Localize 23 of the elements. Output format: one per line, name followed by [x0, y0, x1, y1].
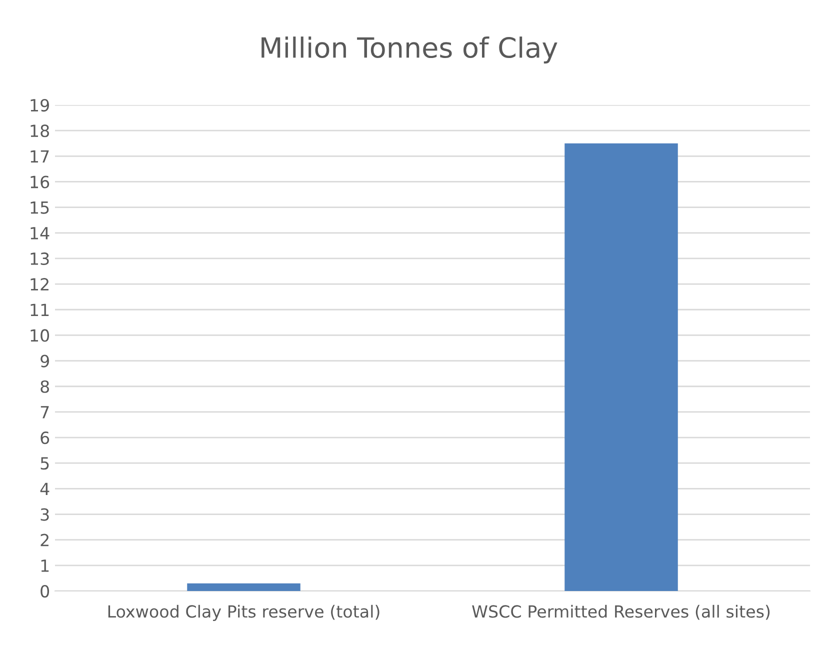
y-tick-label: 13 — [30, 252, 49, 266]
y-tick-label: 3 — [40, 508, 49, 521]
y-tick-label: 4 — [40, 482, 50, 496]
y-tick-label: 5 — [40, 457, 49, 470]
y-tick-label: 9 — [40, 354, 49, 368]
y-tick-label: 12 — [30, 278, 48, 290]
y-tick-label: 18 — [30, 124, 49, 138]
y-tick-label: 8 — [40, 380, 49, 393]
y-tick-label: 17 — [30, 150, 49, 162]
x-tick-label: WSCC Permitted Reserves (all sites) — [472, 604, 770, 620]
y-tick-label: 16 — [30, 176, 50, 188]
y-tick-label: 7 — [40, 406, 49, 418]
y-tick-label: 14 — [30, 227, 50, 240]
y-tick-label: 2 — [40, 534, 48, 546]
y-tick-label: 0 — [40, 584, 50, 598]
x-tick-label: Loxwood Clay Pits reserve (total) — [108, 604, 380, 622]
chart-title: Million Tonnes of Clay — [262, 36, 558, 64]
y-tick-label: 6 — [40, 431, 50, 444]
y-tick-label: 1 — [41, 560, 49, 572]
y-tick-label: 19 — [30, 98, 49, 112]
y-tick-label: 15 — [30, 201, 49, 214]
y-tick-label: 11 — [30, 304, 49, 316]
y-tick-label: 10 — [30, 329, 50, 342]
